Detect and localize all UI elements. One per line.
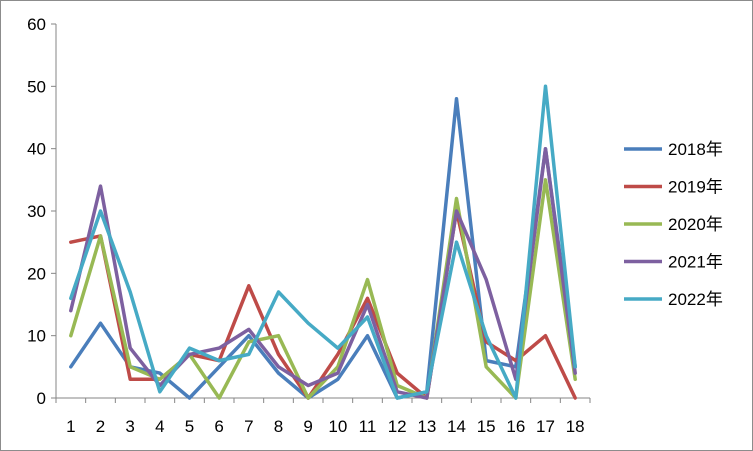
y-tick-label: 30 (27, 202, 46, 221)
x-tick-label: 2 (96, 417, 105, 436)
y-tick-label: 60 (27, 15, 46, 34)
x-tick-label: 18 (566, 417, 585, 436)
legend-label: 2022年 (668, 290, 723, 309)
x-tick-label: 15 (477, 417, 496, 436)
x-tick-label: 17 (536, 417, 555, 436)
x-tick-label: 3 (125, 417, 134, 436)
x-tick-label: 4 (155, 417, 164, 436)
x-tick-label: 13 (417, 417, 436, 436)
x-tick-label: 7 (244, 417, 253, 436)
x-tick-label: 5 (185, 417, 194, 436)
x-tick-label: 10 (328, 417, 347, 436)
legend-label: 2018年 (668, 140, 723, 159)
x-tick-label: 6 (214, 417, 223, 436)
legend-label: 2019年 (668, 178, 723, 197)
y-tick-label: 10 (27, 327, 46, 346)
y-tick-label: 20 (27, 264, 46, 283)
x-tick-label: 9 (303, 417, 312, 436)
x-tick-label: 14 (447, 417, 466, 436)
x-tick-label: 11 (359, 417, 377, 436)
y-tick-label: 40 (27, 140, 46, 159)
x-tick-label: 16 (506, 417, 525, 436)
series-line-2018年 (69, 97, 577, 400)
x-tick-label: 12 (388, 417, 407, 436)
series-layer (69, 84, 577, 400)
x-tick-label: 1 (66, 417, 75, 436)
x-tick-label: 8 (274, 417, 283, 436)
y-tick-label: 50 (27, 77, 46, 96)
legend: 2018年 2019年 2020年 2021年 2022年 (624, 140, 723, 309)
legend-label: 2020年 (668, 215, 723, 234)
legend-label: 2021年 (668, 253, 723, 272)
y-tick-label: 0 (37, 389, 46, 408)
series-line-2022年 (69, 84, 577, 400)
